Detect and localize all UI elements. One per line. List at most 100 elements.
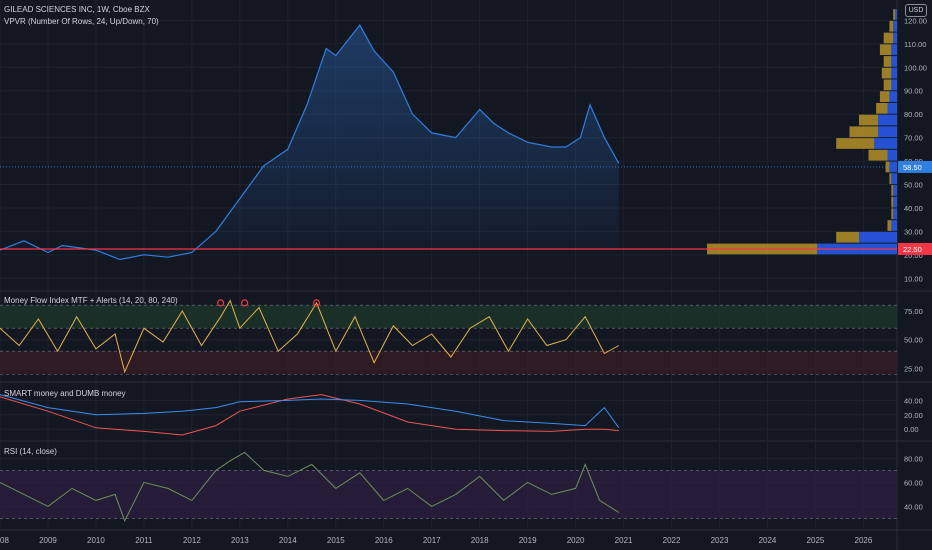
vpvr-up-bar [891, 220, 897, 231]
currency-button[interactable]: USD [905, 4, 927, 17]
vpvr-up-bar [859, 231, 897, 243]
vpvr-down-bar [876, 102, 888, 114]
vpvr-up-bar [891, 44, 897, 56]
vpvr-down-bar [883, 56, 892, 67]
price-tick-label: 80.00 [904, 454, 923, 463]
vpvr-up-bar [887, 102, 897, 114]
vpvr-down-bar [879, 44, 892, 56]
vpvr-down-bar [889, 20, 894, 32]
vpvr-up-bar [874, 138, 897, 149]
rsi-title: RSI (14, close) [4, 447, 57, 456]
year-label: 2022 [663, 536, 681, 545]
year-label: 2024 [759, 536, 777, 545]
year-label: 2023 [711, 536, 729, 545]
year-label: 2010 [87, 536, 105, 545]
vpvr-down-bar [883, 32, 894, 44]
price-pane [0, 9, 897, 261]
vpvr-up-bar [891, 56, 897, 67]
price-tick-label: 80.00 [904, 110, 923, 119]
vpvr-up-bar [895, 9, 897, 20]
price-tick-label: 40.00 [904, 204, 923, 213]
price-tick-label: 25.00 [904, 364, 923, 373]
price-tick-label: 100.00 [904, 63, 927, 72]
symbol-title: GILEAD SCIENCES INC, 1W, Cboe BZX [4, 5, 150, 14]
overbought-zone [0, 305, 897, 329]
price-tick-label: 20.00 [904, 251, 923, 260]
vpvr-up-bar [878, 114, 897, 126]
year-label: 2020 [567, 536, 585, 545]
price-tick-label: 70.00 [904, 134, 923, 143]
mfi-alert-marker [217, 299, 225, 307]
smart-money-line [0, 394, 620, 429]
rsi-band [0, 470, 897, 519]
oversold-zone [0, 351, 897, 375]
year-label: 2026 [855, 536, 873, 545]
vpvr-up-bar [891, 173, 897, 185]
vpvr-up-bar [893, 32, 897, 44]
vpvr-up-bar [893, 20, 897, 32]
vpvr-up-bar [887, 149, 897, 161]
year-label: 2009 [39, 536, 57, 545]
vpvr-down-bar [883, 79, 892, 91]
vpvr-up-bar [893, 208, 897, 220]
year-label: 2021 [615, 536, 633, 545]
vpvr-up-bar [889, 91, 897, 102]
year-label: 2016 [375, 536, 393, 545]
price-tick-label: 10.00 [904, 274, 923, 283]
vpvr-down-bar [893, 9, 896, 20]
vpvr-down-bar [887, 220, 892, 231]
price-line [0, 24, 620, 261]
vpvr-up-bar [891, 67, 897, 79]
year-label: 2012 [183, 536, 201, 545]
smart-dumb-title: SMART money and DUMB money [4, 389, 126, 398]
price-scales[interactable]: 10.00 20.00 30.00 40.00 50.00 60.00 70.00 80.00… [898, 16, 932, 511]
mfi-alert-marker [241, 299, 249, 307]
price-tick-label: 40.00 [904, 502, 923, 511]
vpvr-down-bar [891, 196, 894, 208]
price-tick-label: 110.00 [904, 40, 926, 49]
price-tick-label: 120.00 [904, 16, 927, 25]
level-price-label: 22.50 [903, 245, 922, 254]
vpvr-up-bar [893, 185, 897, 196]
mfi-alert-marker [312, 299, 321, 307]
rsi-pane [0, 451, 897, 523]
price-tick-label: 0.00 [904, 425, 919, 434]
year-label: 2015 [327, 536, 345, 545]
year-label: 2025 [807, 536, 825, 545]
vpvr-down-bar [859, 114, 878, 126]
year-label: 2011 [135, 536, 153, 545]
level-price-tag [898, 242, 932, 255]
year-label: 2014 [279, 536, 297, 545]
vpvr-up-bar [893, 196, 897, 208]
year-label: 2017 [423, 536, 441, 545]
vpvr-down-bar [836, 138, 875, 149]
last-price-label: 58.50 [903, 163, 922, 172]
rsi-line [0, 451, 620, 523]
price-area-fill [0, 25, 619, 260]
year-label: 2018 [471, 536, 489, 545]
time-axis[interactable]: 2008 2009 2010 2011 2012 2013 2014 2015 2016 2017… [0, 536, 873, 545]
vpvr-up-bar [891, 79, 897, 91]
price-tick-label: 30.00 [904, 227, 923, 236]
price-tick-label: 60.00 [904, 478, 923, 487]
vpvr-down-bar [885, 161, 890, 173]
price-tick-label: 50.00 [904, 181, 923, 190]
vpvr-down-bar [879, 91, 890, 102]
vpvr-down-bar [889, 173, 892, 185]
vpvr-down-bar [881, 67, 892, 79]
year-label: 2013 [231, 536, 249, 545]
vpvr-up-bar [878, 126, 897, 138]
vpvr-down-bar [891, 208, 894, 220]
price-tick-label: 40.00 [904, 396, 923, 405]
mfi-pane [0, 299, 897, 375]
last-price-tag [898, 160, 932, 173]
vpvr-down-bar [868, 149, 888, 161]
vpvr-up-bar [889, 161, 897, 173]
vpvr-down-bar [891, 185, 894, 196]
price-tick-label: 20.00 [904, 411, 923, 420]
year-label: 2008 [0, 536, 9, 545]
price-tick-label: 90.00 [904, 87, 923, 96]
mfi-line [0, 299, 620, 374]
